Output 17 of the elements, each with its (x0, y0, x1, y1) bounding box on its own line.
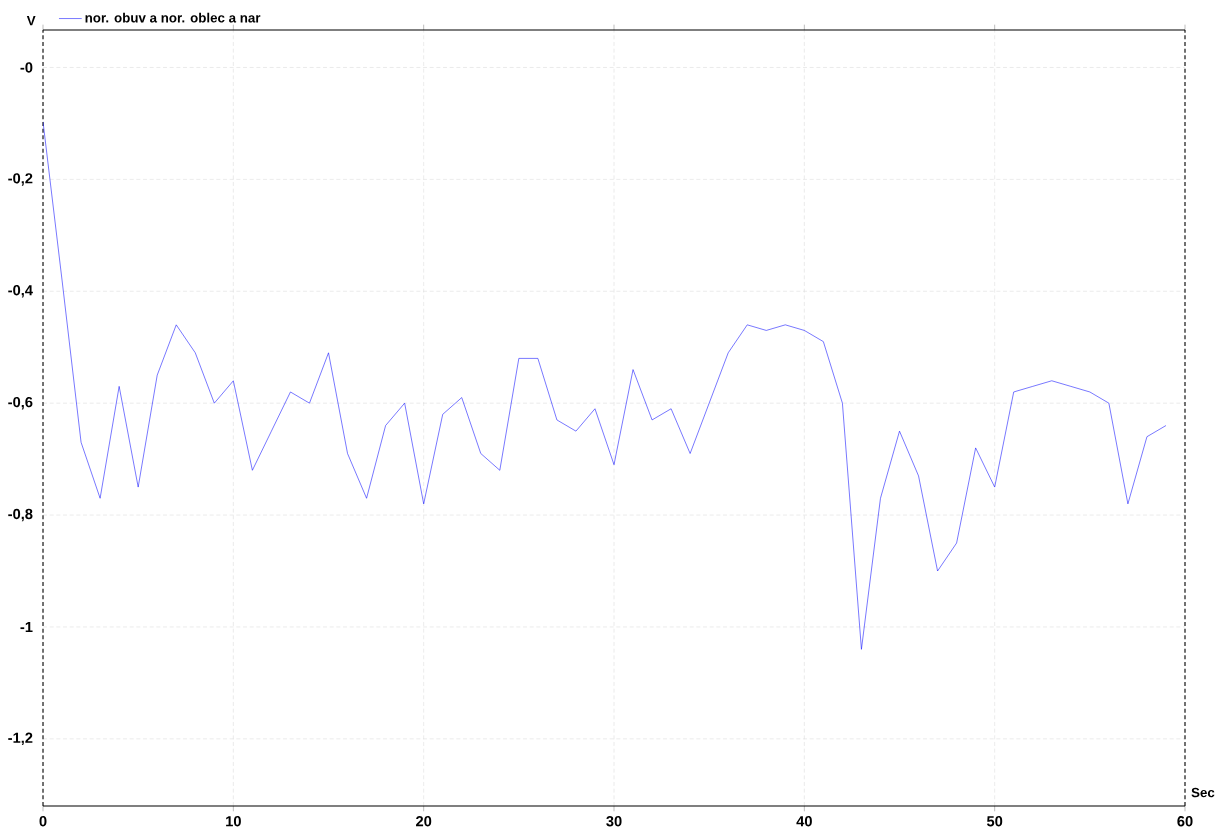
y-tick-label: -0,2 (8, 173, 33, 186)
x-tick-label: 20 (416, 816, 432, 827)
x-tick-label: 60 (1177, 816, 1193, 827)
y-axis-title: V (26, 16, 36, 26)
x-tick-label: 40 (796, 816, 812, 827)
y-tick-label: -0,4 (8, 285, 33, 298)
y-tick-label: -0,6 (8, 396, 33, 410)
x-tick-label: 10 (226, 816, 241, 827)
y-tick-label: -1 (20, 621, 33, 632)
x-tick-label: 50 (986, 816, 1003, 827)
legend-label: nor. obuv a nor. oblec a nar (85, 12, 261, 23)
x-tick-label: 0 (39, 816, 47, 827)
x-tick-label: 30 (606, 816, 622, 827)
y-tick-label: -0 (20, 62, 33, 73)
y-tick-label: -1,2 (8, 732, 33, 746)
y-tick-label: -0,8 (8, 508, 33, 522)
x-axis-title: Sec (1191, 787, 1215, 798)
